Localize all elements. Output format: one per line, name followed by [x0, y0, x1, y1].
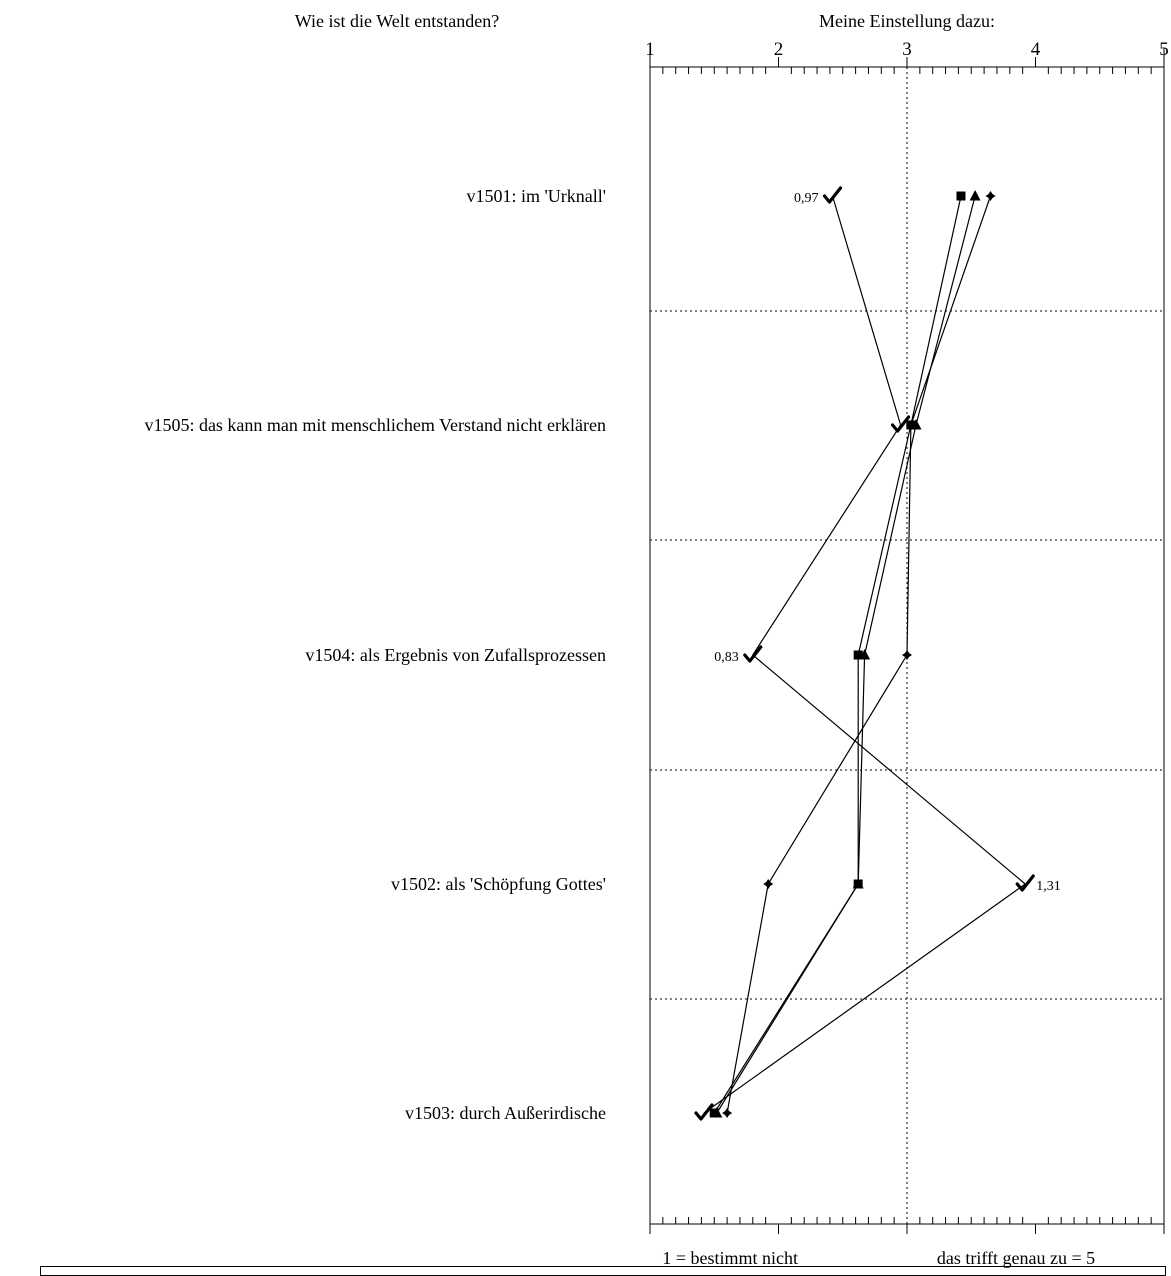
check-marker — [743, 645, 763, 663]
data-label: 1,31 — [1036, 879, 1061, 894]
x-tick-label: 1 — [645, 39, 655, 60]
data-label: 0,83 — [714, 650, 739, 665]
axis-title: Meine Einstellung dazu: — [819, 11, 995, 31]
scale-high-label: das trifft genau zu = 5 — [937, 1248, 1095, 1268]
check-marker — [1015, 874, 1035, 892]
triangle-marker — [859, 649, 871, 660]
square-marker — [853, 650, 863, 660]
x-tick-label: 4 — [1031, 39, 1041, 60]
category-labels: v1501: im 'Urknall' v1505: das kann man m… — [144, 186, 606, 1123]
check-marker — [822, 186, 843, 204]
axes: 1 2 3 4 5 — [645, 39, 1169, 1234]
diamond-marker — [902, 650, 912, 660]
diamond-marker — [905, 420, 916, 430]
diamond-marker — [985, 191, 996, 201]
legend-box — [40, 1266, 1166, 1276]
question-title: Wie ist die Welt entstanden? — [295, 11, 499, 31]
category-label: v1505: das kann man mit menschlichem Ver… — [144, 415, 606, 435]
check-marker — [694, 1103, 714, 1121]
triangle-marker — [711, 1107, 723, 1118]
x-tick-label: 5 — [1159, 39, 1169, 60]
triangle-marker — [969, 190, 981, 201]
category-label: v1503: durch Außerirdische — [405, 1103, 606, 1123]
square-marker — [956, 191, 966, 201]
check-marker — [890, 415, 911, 433]
triangle-marker — [852, 878, 864, 889]
x-tick-label: 2 — [774, 39, 784, 60]
diamond-marker — [763, 879, 774, 889]
data-label: 0,97 — [794, 191, 819, 206]
category-label: v1501: im 'Urknall' — [467, 186, 606, 206]
category-label: v1502: als 'Schöpfung Gottes' — [391, 874, 606, 894]
triangle-marker — [910, 419, 922, 430]
scale-low-label: 1 = bestimmt nicht — [662, 1248, 798, 1268]
category-label: v1504: als Ergebnis von Zufallsprozessen — [305, 645, 606, 665]
diamond-marker — [722, 1108, 733, 1118]
series-markers: 0,97 0,83 1,31 — [694, 186, 1061, 1121]
x-tick-label: 3 — [902, 39, 912, 60]
